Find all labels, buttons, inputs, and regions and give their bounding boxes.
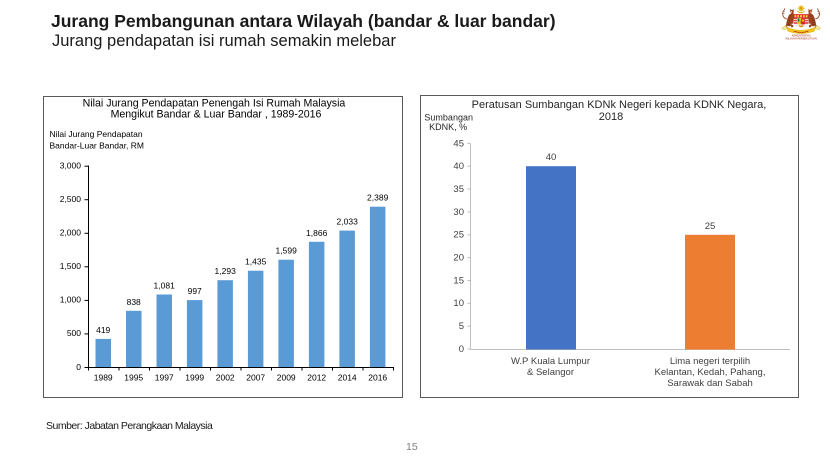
svg-text:2,033: 2,033 <box>337 217 359 227</box>
svg-text:& Selangor: & Selangor <box>527 367 574 378</box>
svg-text:1989: 1989 <box>94 373 113 383</box>
svg-text:419: 419 <box>96 325 110 335</box>
svg-text:Mengikut Bandar & Luar Bandar: Mengikut Bandar & Luar Bandar , 1989-201… <box>111 109 322 121</box>
svg-text:3,000: 3,000 <box>60 161 82 171</box>
svg-text:Sumbangan: Sumbangan <box>424 113 473 123</box>
svg-text:Lima negeri terpilih: Lima negeri terpilih <box>670 356 750 367</box>
svg-text:2009: 2009 <box>277 373 296 383</box>
svg-text:40: 40 <box>546 152 557 163</box>
svg-text:2007: 2007 <box>246 373 265 383</box>
svg-text:30: 30 <box>453 207 464 218</box>
svg-text:Nilai Jurang Pendapatan Peneng: Nilai Jurang Pendapatan Penengah Isi Rum… <box>83 97 346 109</box>
svg-text:W.P Kuala Lumpur: W.P Kuala Lumpur <box>511 356 590 367</box>
svg-text:0: 0 <box>76 362 81 372</box>
svg-text:1,000: 1,000 <box>60 295 82 305</box>
svg-text:45: 45 <box>453 138 464 149</box>
svg-text:1995: 1995 <box>124 373 143 383</box>
svg-text:1,500: 1,500 <box>60 261 82 271</box>
svg-text:2002: 2002 <box>216 373 235 383</box>
svg-text:1,293: 1,293 <box>215 266 237 276</box>
svg-text:15: 15 <box>453 275 464 286</box>
svg-text:1,081: 1,081 <box>154 281 176 291</box>
svg-text:838: 838 <box>127 297 141 307</box>
svg-text:1,435: 1,435 <box>245 257 267 267</box>
svg-text:Bandar-Luar Bandar, RM: Bandar-Luar Bandar, RM <box>50 141 145 151</box>
svg-text:2014: 2014 <box>338 373 357 383</box>
svg-text:1999: 1999 <box>185 373 204 383</box>
svg-text:25: 25 <box>453 230 464 241</box>
svg-text:2016: 2016 <box>368 373 387 383</box>
svg-text:WILAYAH PERSEKUTUAN: WILAYAH PERSEKUTUAN <box>785 36 817 40</box>
svg-text:35: 35 <box>453 184 464 195</box>
svg-text:Kelantan, Kedah, Pahang,: Kelantan, Kedah, Pahang, <box>655 367 766 378</box>
svg-text:997: 997 <box>188 286 202 296</box>
svg-text:40: 40 <box>453 161 464 172</box>
svg-text:2,389: 2,389 <box>367 193 389 203</box>
svg-text:500: 500 <box>67 328 81 338</box>
svg-text:1,599: 1,599 <box>276 246 298 256</box>
svg-text:Nilai Jurang Pendapatan: Nilai Jurang Pendapatan <box>50 129 143 139</box>
svg-text:2012: 2012 <box>307 373 326 383</box>
svg-text:2,500: 2,500 <box>60 194 82 204</box>
svg-text:Peratusan Sumbangan KDNk Neger: Peratusan Sumbangan KDNk Negeri kepada K… <box>472 99 767 111</box>
svg-text:0: 0 <box>459 344 464 355</box>
svg-text:1,866: 1,866 <box>306 228 328 238</box>
svg-text:10: 10 <box>453 298 464 309</box>
svg-text:2,000: 2,000 <box>60 228 82 238</box>
svg-text:5: 5 <box>459 321 464 332</box>
svg-text:Sarawak dan Sabah: Sarawak dan Sabah <box>667 378 753 389</box>
svg-text:2018: 2018 <box>599 111 623 123</box>
svg-text:1997: 1997 <box>155 373 174 383</box>
svg-text:20: 20 <box>453 253 464 264</box>
svg-text:KDNK, %: KDNK, % <box>429 122 467 132</box>
svg-text:25: 25 <box>705 221 716 232</box>
svg-text:KEMENTERIAN: KEMENTERIAN <box>792 34 811 38</box>
